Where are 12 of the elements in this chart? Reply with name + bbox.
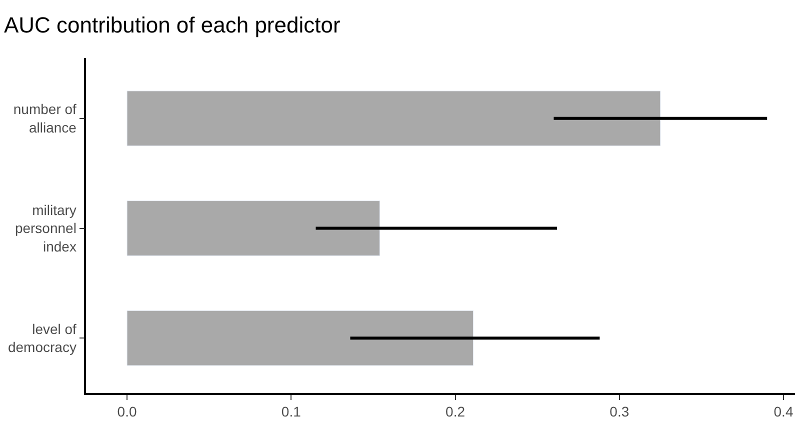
x-tick-label: 0.0	[117, 404, 137, 420]
bar	[126, 310, 474, 366]
x-tick-label: 0.3	[610, 404, 630, 420]
chart-title: AUC contribution of each predictor	[4, 12, 340, 38]
x-tick-label: 0.2	[446, 404, 466, 420]
y-tick-label: military personnel index	[14, 202, 76, 254]
y-tick-label: number of alliance	[13, 101, 77, 136]
bar	[126, 90, 661, 146]
x-tick-label: 0.4	[774, 404, 794, 420]
y-tick-label: level of democracy	[8, 320, 77, 356]
bar	[126, 200, 380, 256]
x-tick-label: 0.1	[281, 404, 302, 420]
